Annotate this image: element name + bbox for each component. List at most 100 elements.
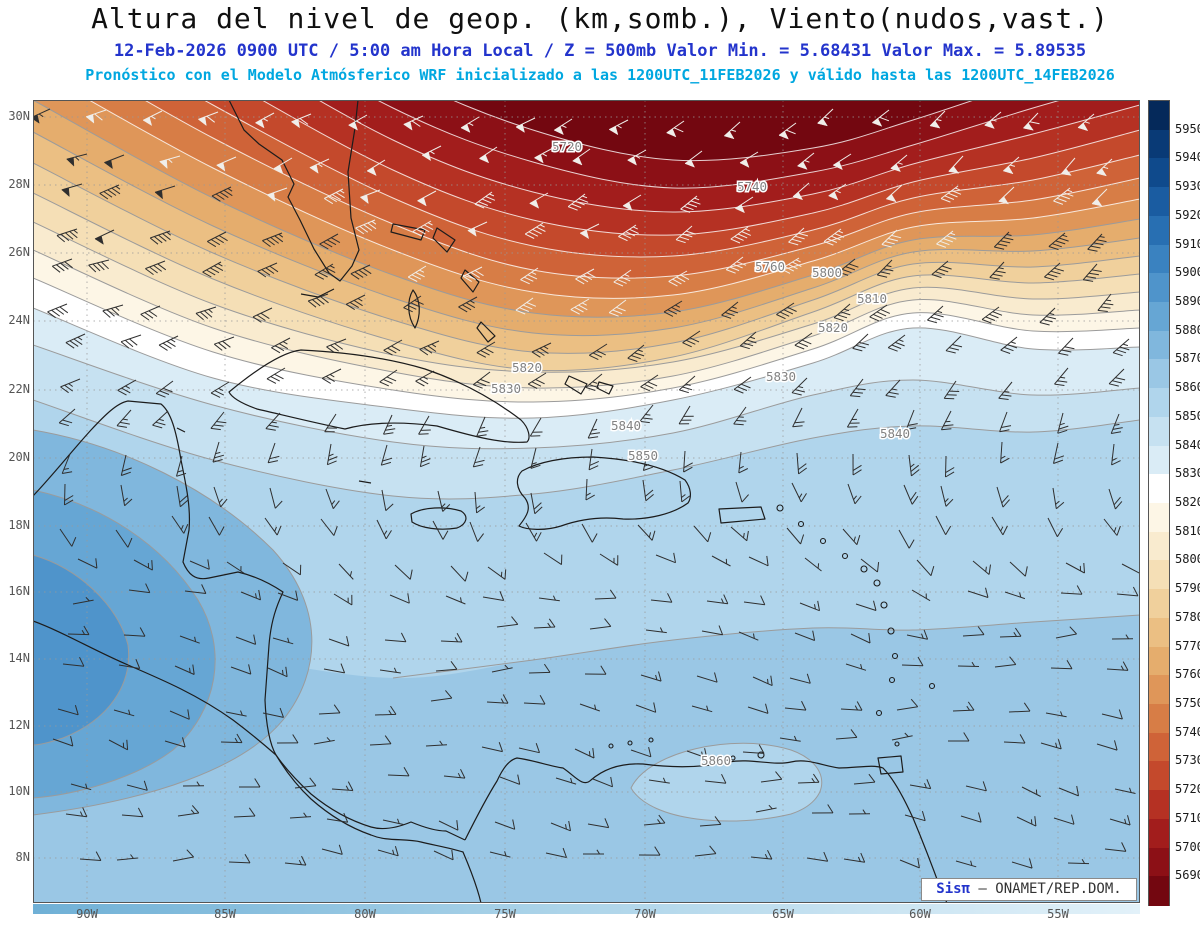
- colorbar-segment: [1149, 790, 1169, 820]
- colorbar-tick-label: 5890: [1175, 294, 1200, 308]
- contour-label: 5760: [755, 259, 785, 274]
- lon-tick-label: 90W: [76, 907, 98, 921]
- colorbar-tick-label: 5740: [1175, 724, 1200, 739]
- coastline-layer: [33, 100, 948, 903]
- colorbar-tick-label: 5730: [1175, 753, 1200, 768]
- lon-tick-label: 85W: [214, 907, 236, 921]
- colorbar-tick-label: 5850: [1175, 408, 1200, 423]
- colorbar-segment: [1149, 617, 1169, 648]
- contour-label: 5720: [552, 139, 582, 154]
- contour-label: 5740: [737, 179, 767, 194]
- contour-label: 5850: [628, 448, 658, 463]
- wind-barb-layer: [33, 108, 1140, 869]
- colorbar-tick-label: 5800: [1175, 552, 1200, 567]
- colorbar-tick-label: 5770: [1175, 638, 1200, 653]
- contour-label: 5820: [818, 320, 848, 335]
- colorbar-segment: [1149, 359, 1169, 389]
- colorbar-tick-label: 5940: [1175, 150, 1200, 165]
- lon-tick-label: 70W: [634, 907, 656, 921]
- colorbar-tick-label: 5720: [1175, 782, 1200, 797]
- lat-tick-label: 26N: [8, 245, 30, 259]
- colorbar-tick-label: 5690: [1175, 868, 1200, 883]
- credit-text: — ONAMET/REP.DOM.: [978, 881, 1122, 897]
- colorbar-segment: [1149, 445, 1169, 475]
- lon-tick-label: 65W: [772, 907, 794, 921]
- lat-tick-label: 20N: [8, 450, 30, 464]
- colorbar-segment: [1149, 330, 1169, 361]
- colorbar-segment: [1149, 244, 1169, 274]
- lat-tick-label: 24N: [8, 313, 30, 327]
- contour-label: 5810: [857, 291, 887, 306]
- weather-map-canvas: 5720 5740 5760 5800 5810 5820 5830 5820 5830 5840…: [33, 100, 1140, 903]
- colorbar-tick-label: 5820: [1175, 495, 1200, 509]
- colorbar-tick-label: 5780: [1175, 609, 1200, 624]
- colorbar-tick-label: 5950: [1175, 121, 1200, 136]
- colorbar-tick-label: 5920: [1175, 207, 1200, 222]
- colorbar-tick-label: 5880: [1175, 322, 1200, 337]
- colorbar-segment: [1149, 560, 1169, 590]
- lat-tick-label: 10N: [8, 784, 30, 798]
- contour-label: 5840: [611, 418, 641, 433]
- contour-label: 5820: [512, 360, 542, 375]
- credit-brand: Sisπ: [936, 881, 970, 897]
- colorbar-tick-label: 5710: [1175, 810, 1200, 825]
- colorbar-segment: [1149, 531, 1169, 562]
- lon-tick-label: 55W: [1047, 907, 1069, 921]
- colorbar-segment: [1149, 101, 1169, 131]
- lat-tick-label: 28N: [8, 177, 30, 191]
- colorbar-segment: [1149, 818, 1169, 849]
- colorbar-tick-label: 5750: [1175, 696, 1200, 710]
- lat-tick-label: 8N: [15, 850, 30, 864]
- lon-tick-label: 75W: [494, 907, 516, 921]
- lon-tick-label: 60W: [909, 907, 931, 921]
- contour-label: 5840: [880, 426, 910, 441]
- colorbar-tick-label: 5870: [1175, 351, 1200, 366]
- colorbar-tick-label: 5840: [1175, 437, 1200, 452]
- header-valid-time: 12-Feb-2026 0900 UTC / 5:00 am Hora Loca…: [113, 41, 1087, 61]
- colorbar-tick-label: 5860: [1175, 380, 1200, 395]
- contour-line-layer: [33, 100, 1140, 679]
- colorbar-segment: [1149, 187, 1169, 217]
- contour-label: 5860: [701, 753, 731, 768]
- colorbar-tick-label: 5900: [1175, 265, 1200, 280]
- colorbar-tick-label: 5810: [1175, 523, 1200, 538]
- colorbar-segment: [1149, 675, 1169, 705]
- colorbar-segment: [1149, 273, 1169, 303]
- lat-tick-label: 18N: [8, 518, 30, 532]
- lat-tick-label: 22N: [8, 382, 30, 396]
- contour-label: 5830: [491, 381, 521, 396]
- colorbar-segment: [1149, 416, 1169, 447]
- colorbar-tick-label: 5700: [1175, 839, 1200, 854]
- colorbar-segment: [1149, 302, 1169, 332]
- credit-badge: Sisπ — ONAMET/REP.DOM.: [921, 878, 1137, 901]
- lat-tick-label: 12N: [8, 718, 30, 732]
- colorbar-tick-label: 5760: [1175, 667, 1200, 682]
- contour-label: 5830: [766, 369, 796, 384]
- page-title: Altura del nivel de geop. (km,somb.), Vi…: [91, 2, 1109, 35]
- lon-tick-label: 80W: [354, 907, 376, 921]
- colorbar-segment: [1149, 761, 1169, 791]
- colorbar-segment: [1149, 732, 1169, 763]
- lat-tick-label: 30N: [8, 109, 30, 123]
- colorbar-segment: [1149, 158, 1169, 188]
- colorbar-segment: [1149, 474, 1169, 504]
- lat-tick-label: 14N: [8, 651, 30, 665]
- footer-gradient-bar: [33, 904, 1140, 914]
- header-model-info: Pronóstico con el Modelo Atmósferico WRF…: [85, 66, 1115, 84]
- colorbar-segment: [1149, 646, 1169, 676]
- colorbar-segment: [1149, 129, 1169, 160]
- lat-tick-label: 16N: [8, 584, 30, 598]
- map-border: [33, 100, 1140, 903]
- colorbar-segment: [1149, 847, 1169, 877]
- colorbar-segment: [1149, 876, 1169, 906]
- colorbar: [1148, 100, 1170, 906]
- colorbar-segment: [1149, 215, 1169, 246]
- colorbar-segment: [1149, 704, 1169, 734]
- colorbar-segment: [1149, 589, 1169, 619]
- colorbar-segment: [1149, 503, 1169, 533]
- colorbar-tick-label: 5910: [1175, 236, 1200, 251]
- colorbar-tick-label: 5930: [1175, 179, 1200, 194]
- contour-label: 5800: [812, 265, 842, 280]
- colorbar-tick-label: 5830: [1175, 466, 1200, 481]
